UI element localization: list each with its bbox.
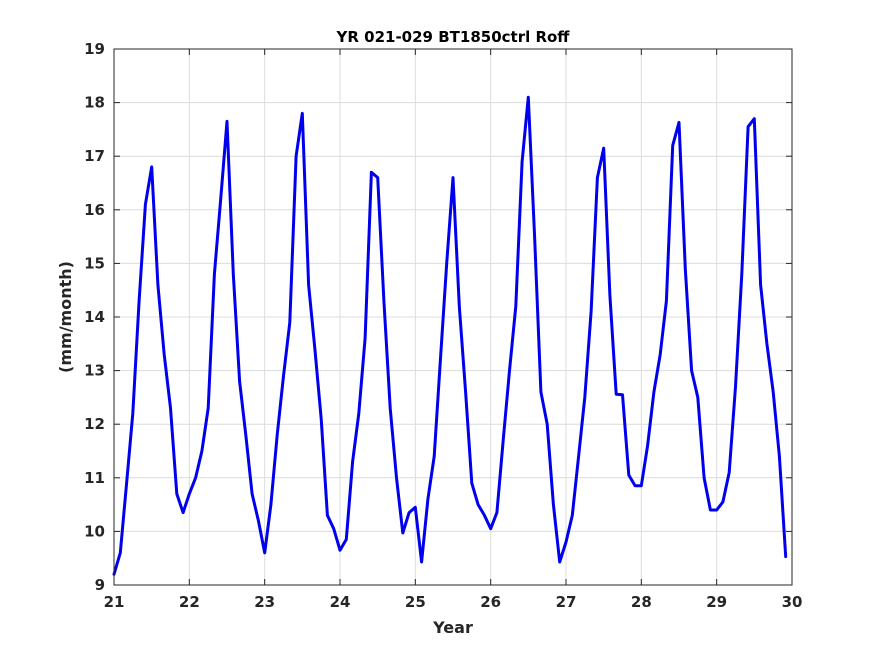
series-line xyxy=(112,95,788,576)
y-tick-label: 17 xyxy=(84,147,105,165)
x-tick-label: 26 xyxy=(480,593,501,611)
y-tick-label: 11 xyxy=(84,469,105,487)
y-tick-label: 14 xyxy=(84,308,105,326)
x-tick-label: 27 xyxy=(556,593,577,611)
x-tick-label: 23 xyxy=(254,593,275,611)
chart-title: YR 021-029 BT1850ctrl Roff xyxy=(336,28,571,46)
x-tick-label: 30 xyxy=(782,593,803,611)
x-axis-title: Year xyxy=(432,618,473,637)
y-tick-label: 13 xyxy=(84,362,105,380)
y-tick-label: 9 xyxy=(95,576,105,594)
y-tick-label: 10 xyxy=(84,522,105,540)
x-tick-label: 21 xyxy=(104,593,125,611)
x-tick-label: 28 xyxy=(631,593,652,611)
data-series xyxy=(112,95,788,576)
y-tick-label: 18 xyxy=(84,94,105,112)
y-tick-label: 12 xyxy=(84,415,105,433)
y-tick-labels: 9 10 11 12 13 14 15 16 17 18 19 xyxy=(84,40,105,594)
y-axis-title: (mm/month) xyxy=(56,261,75,373)
x-tick-label: 29 xyxy=(706,593,727,611)
x-tick-label: 22 xyxy=(179,593,200,611)
x-tick-labels: 21 22 23 24 25 26 27 28 29 30 xyxy=(104,593,803,611)
x-tick-label: 24 xyxy=(330,593,351,611)
tick-marks xyxy=(113,48,793,586)
grid-lines xyxy=(113,48,793,586)
x-tick-label: 25 xyxy=(405,593,426,611)
y-tick-label: 16 xyxy=(84,201,105,219)
y-tick-label: 19 xyxy=(84,40,105,58)
y-tick-label: 15 xyxy=(84,254,105,272)
